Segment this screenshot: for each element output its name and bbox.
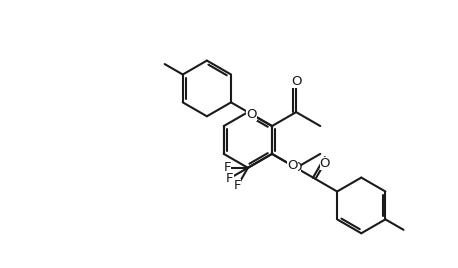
Text: O: O [320,157,330,170]
Text: O: O [246,108,257,121]
Text: F: F [223,161,231,174]
Text: O: O [287,159,298,172]
Text: O: O [291,75,301,88]
Text: F: F [234,179,241,192]
Text: O: O [291,161,301,174]
Text: F: F [226,172,234,185]
